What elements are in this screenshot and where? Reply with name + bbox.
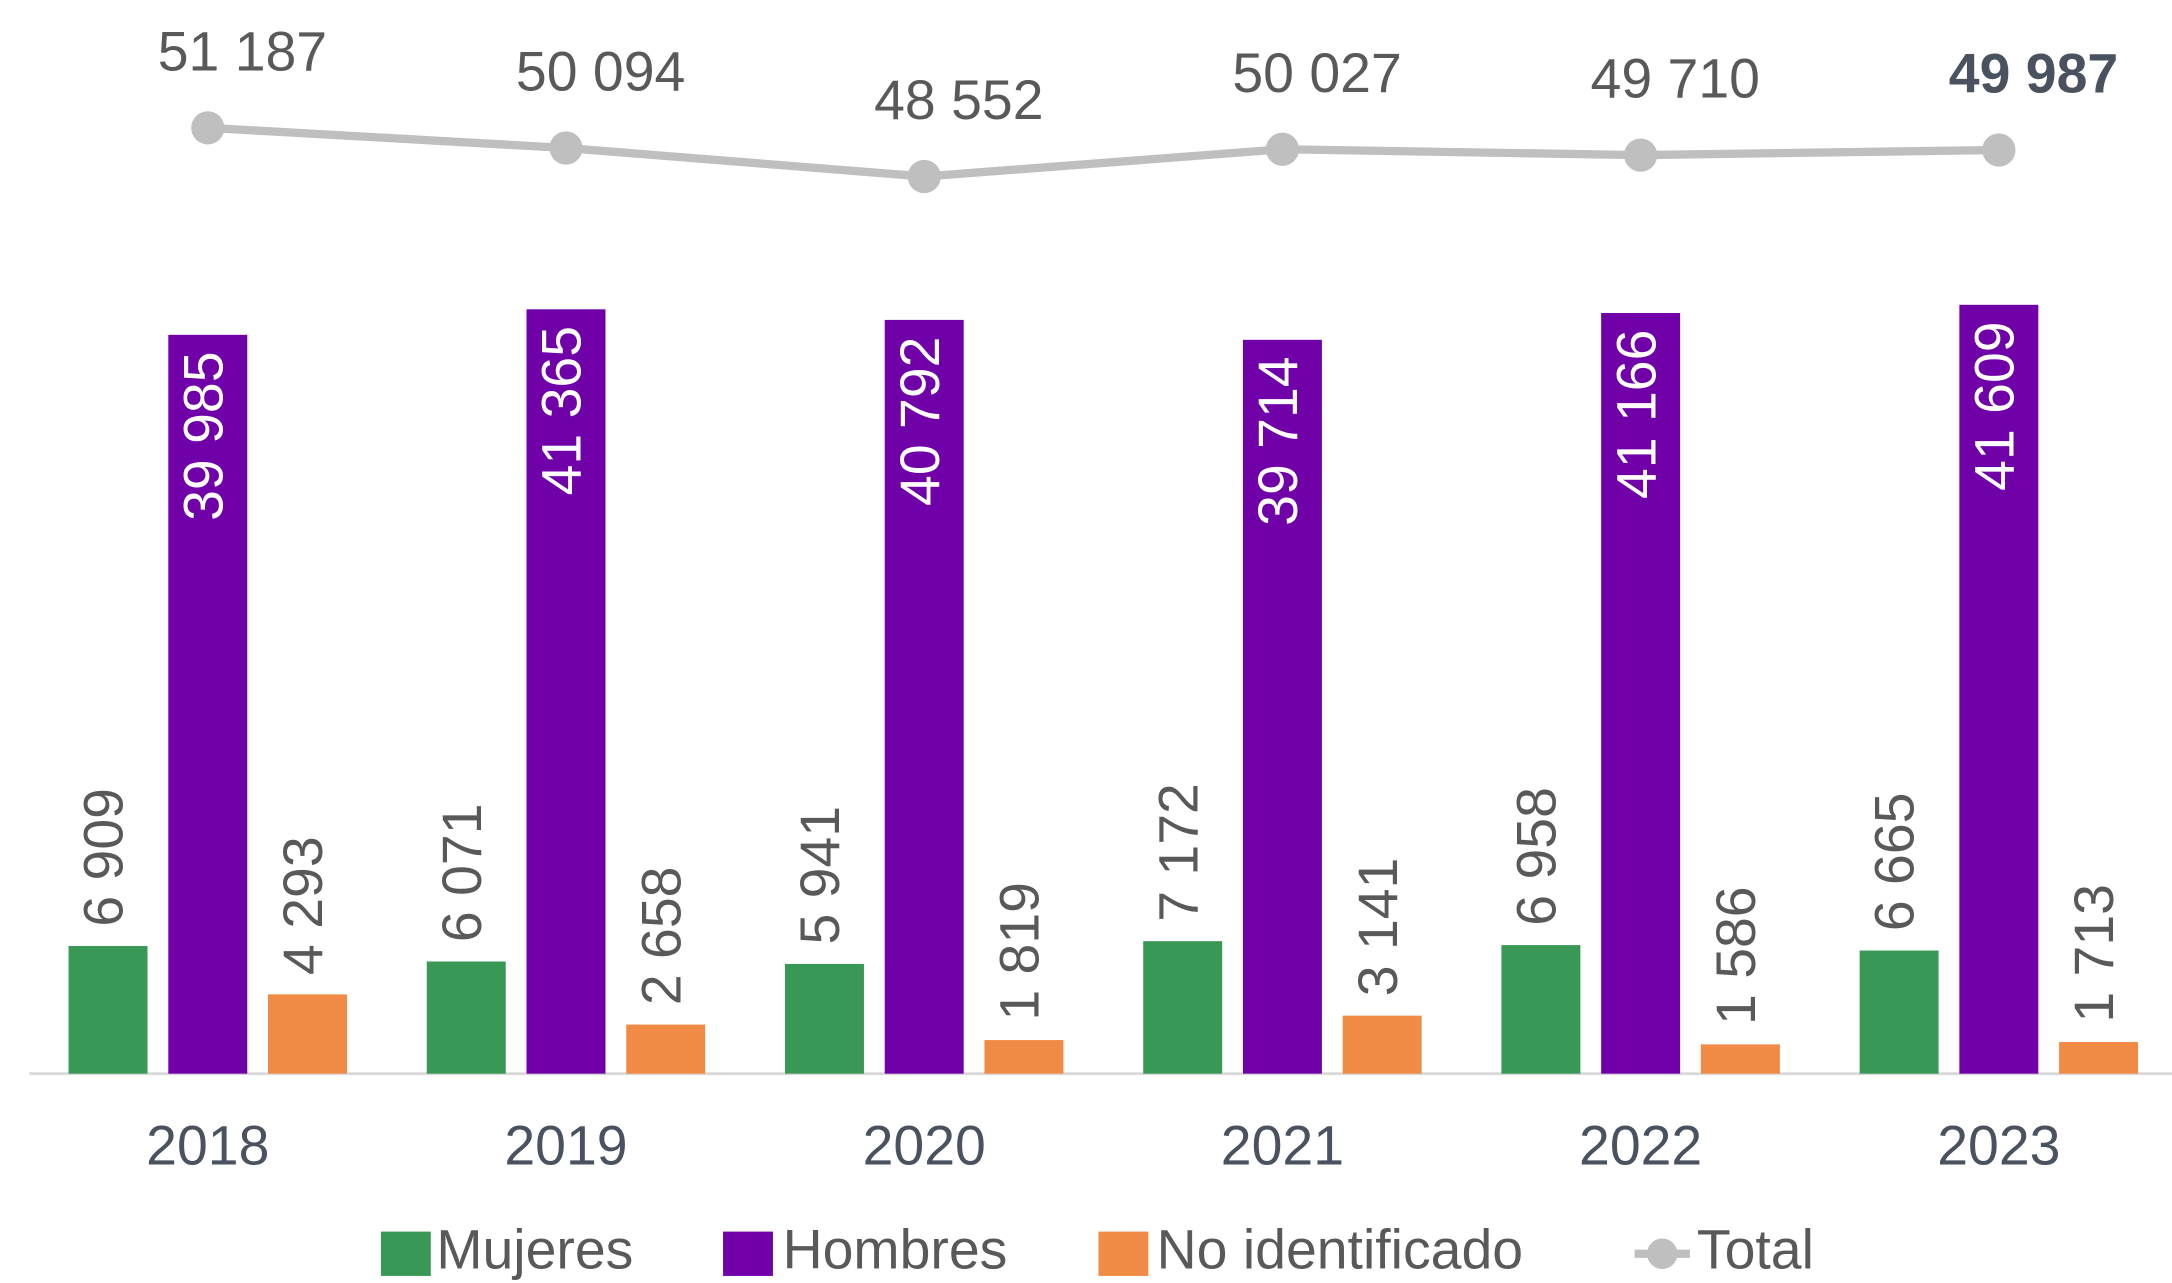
data-label: 6 665 [1864, 793, 1926, 932]
data-label: 41 365 [531, 326, 593, 495]
bar [984, 1040, 1064, 1074]
legend-marker [1098, 1231, 1149, 1276]
data-label: 49 710 [1591, 48, 1760, 110]
bar [1242, 339, 1322, 1074]
bar [2059, 1042, 2139, 1074]
data-label: 39 985 [172, 351, 234, 520]
legend-label: Total [1697, 1218, 1814, 1280]
x-tick-label: 2018 [146, 1115, 269, 1177]
bar [784, 963, 864, 1074]
legend-label: Hombres [783, 1218, 1008, 1280]
bar [1601, 312, 1681, 1074]
data-label: 6 958 [1506, 787, 1568, 926]
data-label: 1 819 [989, 882, 1051, 1021]
legend-marker [1647, 1238, 1678, 1269]
data-label: 51 187 [158, 20, 327, 82]
bar [1700, 1044, 1780, 1074]
x-tick-label: 2020 [863, 1115, 986, 1177]
data-label: 50 094 [516, 41, 685, 103]
x-tick-label: 2021 [1221, 1115, 1344, 1177]
legend-marker [380, 1231, 431, 1276]
point [549, 131, 583, 165]
line [207, 123, 1999, 181]
bar [1501, 945, 1581, 1074]
data-label: 50 027 [1232, 42, 1401, 104]
bar [68, 946, 148, 1074]
data-label: 41 609 [1963, 321, 2025, 490]
x-tick-label: 2023 [1937, 1115, 2060, 1177]
bar [626, 1024, 706, 1074]
bar [168, 334, 248, 1074]
data-label: 3 141 [1347, 858, 1409, 997]
legend-marker [723, 1231, 773, 1276]
point [191, 111, 225, 145]
bar [1959, 304, 2039, 1074]
data-label: 6 071 [431, 803, 493, 942]
bar [1143, 941, 1223, 1074]
legend-label: No identificado [1157, 1218, 1523, 1280]
bar [1342, 1015, 1422, 1074]
data-label: 41 166 [1605, 330, 1667, 499]
data-label: 6 909 [73, 788, 135, 927]
legend-label: Mujeres [436, 1218, 633, 1280]
data-label: 7 172 [1147, 783, 1209, 922]
data-label: 4 293 [272, 836, 334, 975]
data-label: 5 941 [789, 806, 851, 945]
x-tick-label: 2019 [504, 1115, 627, 1177]
x-tick-label: 2022 [1579, 1115, 1702, 1177]
bar [426, 961, 506, 1074]
data-label: 40 792 [889, 337, 951, 506]
bar [1859, 950, 1939, 1074]
data-label: 1 586 [1705, 886, 1767, 1025]
point [1624, 138, 1658, 172]
bar [526, 309, 606, 1074]
point [907, 159, 941, 194]
data-label: 2 658 [630, 867, 692, 1006]
data-label: 39 714 [1247, 356, 1309, 525]
point [1982, 133, 2016, 167]
data-label: 49 987 [1949, 43, 2118, 105]
bar [884, 319, 964, 1074]
data-label: 1 713 [2063, 884, 2125, 1023]
data-label: 48 552 [874, 69, 1043, 131]
point [1265, 132, 1300, 166]
bar [268, 994, 347, 1074]
